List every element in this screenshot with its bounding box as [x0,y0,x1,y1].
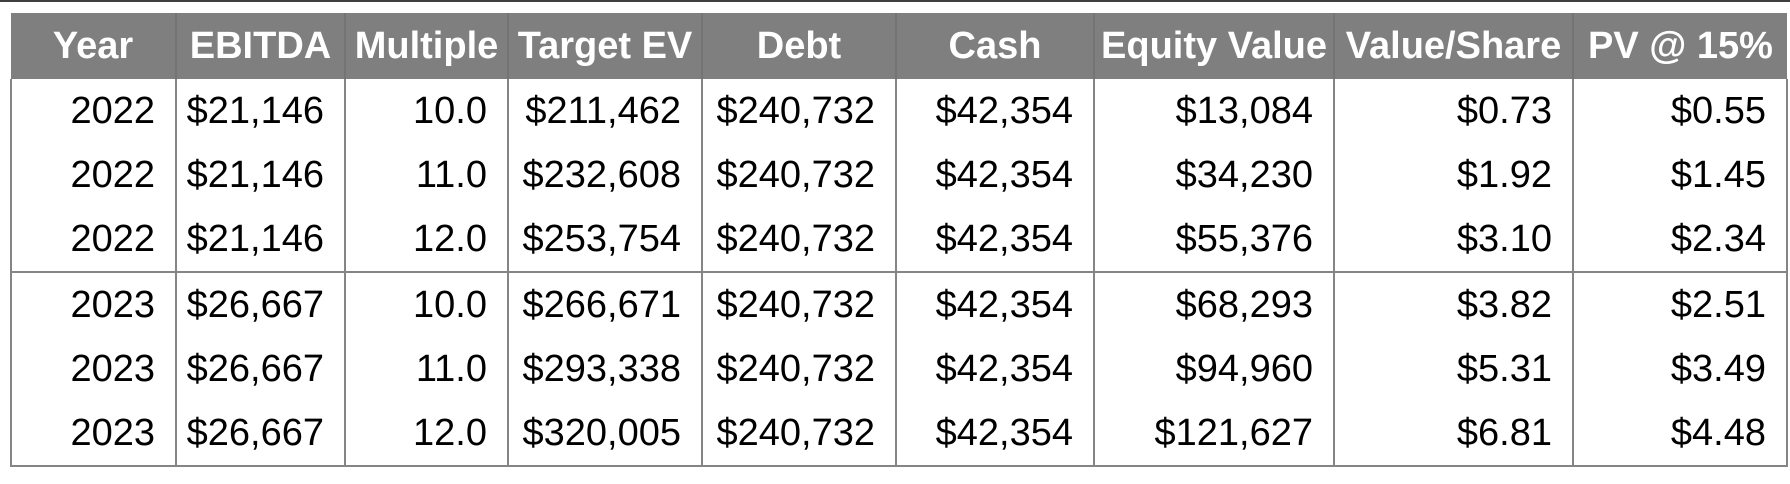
column-header-pv-at-15pct: PV @ 15% [1572,13,1787,79]
cell-multiple: 12.0 [344,207,508,272]
cell-debt: $240,732 [701,79,896,143]
column-header-year: Year [11,13,176,79]
column-header-target-ev: Target EV [507,13,702,79]
cell-pv-at-15pct: $0.55 [1572,79,1788,143]
cell-equity-value: $13,084 [1093,79,1334,143]
cell-year: 2023 [10,271,176,337]
table-row: 2022 $21,146 10.0 $211,462 $240,732 $42,… [10,79,1788,143]
cell-value-per-share: $0.73 [1333,79,1573,143]
cell-ebitda: $26,667 [175,337,345,401]
column-header-value-per-share: Value/Share [1333,13,1573,79]
cell-ebitda: $26,667 [175,401,345,467]
year-group-2022: 2022 $21,146 10.0 $211,462 $240,732 $42,… [10,79,1788,272]
table-row: 2022 $21,146 11.0 $232,608 $240,732 $42,… [10,143,1788,207]
table-row: 2023 $26,667 10.0 $266,671 $240,732 $42,… [10,271,1788,337]
cell-value-per-share: $3.82 [1333,271,1573,337]
table-row: 2023 $26,667 12.0 $320,005 $240,732 $42,… [10,401,1788,467]
cell-ebitda: $21,146 [175,143,345,207]
cell-year: 2022 [10,143,176,207]
cell-cash: $42,354 [895,337,1094,401]
cell-equity-value: $55,376 [1093,207,1334,272]
cell-debt: $240,732 [701,143,896,207]
column-header-multiple: Multiple [344,13,508,79]
year-group-2023: 2023 $26,667 10.0 $266,671 $240,732 $42,… [10,271,1788,467]
cell-ebitda: $26,667 [175,271,345,337]
cell-year: 2023 [10,401,176,467]
cell-value-per-share: $3.10 [1333,207,1573,272]
cell-cash: $42,354 [895,79,1094,143]
cell-pv-at-15pct: $4.48 [1572,401,1788,467]
table-row: 2023 $26,667 11.0 $293,338 $240,732 $42,… [10,337,1788,401]
table-row: 2022 $21,146 12.0 $253,754 $240,732 $42,… [10,207,1788,272]
cell-multiple: 10.0 [344,271,508,337]
cell-year: 2022 [10,207,176,272]
cell-ebitda: $21,146 [175,207,345,272]
cell-pv-at-15pct: $3.49 [1572,337,1788,401]
column-header-cash: Cash [895,13,1094,79]
cell-multiple: 11.0 [344,337,508,401]
cell-pv-at-15pct: $2.51 [1572,271,1788,337]
column-header-equity-value: Equity Value [1093,13,1334,79]
cell-value-per-share: $1.92 [1333,143,1573,207]
cell-equity-value: $121,627 [1093,401,1334,467]
cell-target-ev: $266,671 [507,271,702,337]
cell-debt: $240,732 [701,337,896,401]
cell-multiple: 10.0 [344,79,508,143]
valuation-table: Year EBITDA Multiple Target EV Debt Cash… [10,13,1788,467]
column-header-ebitda: EBITDA [175,13,345,79]
cell-cash: $42,354 [895,207,1094,272]
cell-debt: $240,732 [701,207,896,272]
cell-target-ev: $232,608 [507,143,702,207]
cell-cash: $42,354 [895,143,1094,207]
cell-target-ev: $320,005 [507,401,702,467]
cell-debt: $240,732 [701,401,896,467]
cell-year: 2022 [10,79,176,143]
cell-target-ev: $211,462 [507,79,702,143]
table-header-row: Year EBITDA Multiple Target EV Debt Cash… [11,13,1787,79]
cell-equity-value: $68,293 [1093,271,1334,337]
cell-debt: $240,732 [701,271,896,337]
cell-pv-at-15pct: $2.34 [1572,207,1788,272]
cell-multiple: 11.0 [344,143,508,207]
cell-cash: $42,354 [895,401,1094,467]
page-top-rule [0,0,1790,2]
cell-target-ev: $253,754 [507,207,702,272]
cell-value-per-share: $5.31 [1333,337,1573,401]
cell-equity-value: $34,230 [1093,143,1334,207]
cell-cash: $42,354 [895,271,1094,337]
cell-year: 2023 [10,337,176,401]
cell-ebitda: $21,146 [175,79,345,143]
column-header-debt: Debt [701,13,896,79]
cell-equity-value: $94,960 [1093,337,1334,401]
cell-value-per-share: $6.81 [1333,401,1573,467]
cell-pv-at-15pct: $1.45 [1572,143,1788,207]
cell-multiple: 12.0 [344,401,508,467]
cell-target-ev: $293,338 [507,337,702,401]
